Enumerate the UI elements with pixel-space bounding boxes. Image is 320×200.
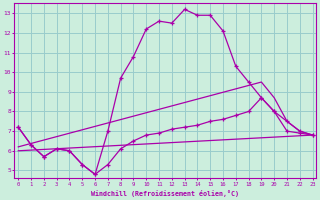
X-axis label: Windchill (Refroidissement éolien,°C): Windchill (Refroidissement éolien,°C) <box>92 190 239 197</box>
